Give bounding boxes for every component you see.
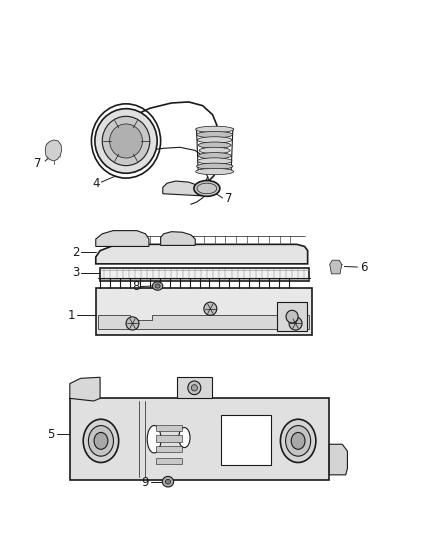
Text: 7: 7 <box>225 192 232 206</box>
Ellipse shape <box>147 425 161 453</box>
Polygon shape <box>329 444 347 475</box>
Ellipse shape <box>204 302 217 316</box>
Polygon shape <box>70 377 100 401</box>
Ellipse shape <box>196 126 234 133</box>
Polygon shape <box>330 260 342 274</box>
Text: 4: 4 <box>92 176 99 190</box>
Bar <box>221 415 271 465</box>
Polygon shape <box>161 232 195 245</box>
Ellipse shape <box>83 419 119 463</box>
Ellipse shape <box>152 282 163 290</box>
Ellipse shape <box>155 284 160 288</box>
Ellipse shape <box>191 385 198 391</box>
Bar <box>156 425 182 431</box>
Ellipse shape <box>166 479 170 484</box>
Ellipse shape <box>162 477 173 487</box>
Text: 8: 8 <box>132 280 139 293</box>
Ellipse shape <box>197 163 233 169</box>
Polygon shape <box>163 181 202 196</box>
Ellipse shape <box>198 158 232 164</box>
Bar <box>100 268 309 281</box>
Bar <box>156 435 182 442</box>
Ellipse shape <box>95 109 157 173</box>
Text: 6: 6 <box>360 261 367 274</box>
Ellipse shape <box>289 317 302 330</box>
Ellipse shape <box>198 137 232 143</box>
Text: 1: 1 <box>67 309 75 321</box>
Ellipse shape <box>126 317 139 330</box>
Ellipse shape <box>196 168 234 175</box>
Ellipse shape <box>88 425 113 456</box>
Polygon shape <box>45 140 62 161</box>
Bar <box>277 302 307 331</box>
Text: 3: 3 <box>72 266 79 279</box>
Ellipse shape <box>197 132 233 138</box>
Ellipse shape <box>102 116 150 166</box>
Ellipse shape <box>194 181 220 196</box>
Text: 7: 7 <box>35 157 42 169</box>
Ellipse shape <box>94 432 108 449</box>
Ellipse shape <box>286 310 298 323</box>
Text: 5: 5 <box>47 427 54 441</box>
Bar <box>177 377 212 398</box>
Ellipse shape <box>198 142 231 148</box>
Text: 2: 2 <box>72 246 79 259</box>
Polygon shape <box>96 244 307 264</box>
Text: 9: 9 <box>141 477 148 489</box>
Bar <box>156 446 182 452</box>
Ellipse shape <box>179 427 190 448</box>
Polygon shape <box>98 315 308 329</box>
Ellipse shape <box>188 381 201 394</box>
Ellipse shape <box>198 152 231 159</box>
Ellipse shape <box>280 419 316 463</box>
Bar <box>70 398 329 480</box>
Ellipse shape <box>110 124 142 158</box>
Bar <box>156 458 182 464</box>
Ellipse shape <box>199 147 230 154</box>
Bar <box>96 288 312 335</box>
Ellipse shape <box>286 425 311 456</box>
Polygon shape <box>96 231 149 246</box>
Ellipse shape <box>291 432 305 449</box>
